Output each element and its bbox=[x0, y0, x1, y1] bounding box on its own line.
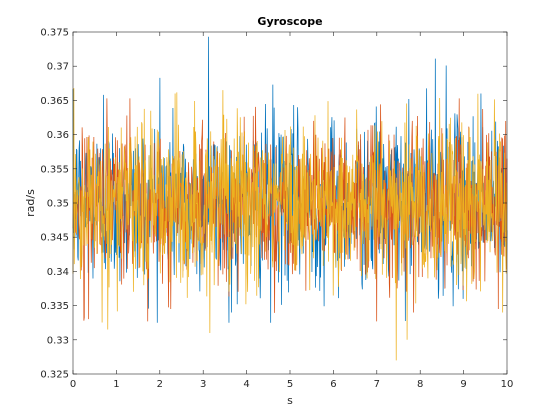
x-axis-label: s bbox=[287, 394, 293, 407]
x-tick-label: 6 bbox=[330, 379, 336, 390]
x-tick-label: 3 bbox=[200, 379, 206, 390]
y-tick-label: 0.365 bbox=[40, 96, 69, 107]
series-layer bbox=[72, 36, 508, 361]
x-tick-label: 2 bbox=[157, 379, 163, 390]
chart-title: Gyroscope bbox=[257, 15, 322, 28]
y-tick-label: 0.325 bbox=[40, 370, 69, 381]
x-tick-label: 9 bbox=[460, 379, 466, 390]
y-axis: 0.325 0.33 0.335 0.34 0.345 0.35 0.355 0.36 0.36… bbox=[40, 28, 507, 381]
y-tick-label: 0.335 bbox=[40, 301, 69, 312]
x-tick-label: 5 bbox=[287, 379, 293, 390]
y-tick-label: 0.355 bbox=[40, 164, 69, 175]
x-tick-label: 8 bbox=[417, 379, 423, 390]
y-axis-label: rad/s bbox=[24, 189, 37, 217]
x-axis: 0 1 2 3 4 5 6 7 8 9 10 bbox=[70, 32, 514, 390]
x-tick-label: 7 bbox=[374, 379, 380, 390]
y-tick-label: 0.375 bbox=[40, 28, 69, 39]
y-tick-label: 0.33 bbox=[47, 335, 69, 346]
x-tick-label: 4 bbox=[243, 379, 249, 390]
x-tick-label: 1 bbox=[113, 379, 119, 390]
y-tick-label: 0.35 bbox=[47, 199, 69, 210]
gyroscope-series-3 bbox=[72, 88, 508, 361]
y-tick-label: 0.34 bbox=[47, 267, 69, 278]
x-tick-label: 0 bbox=[70, 379, 76, 390]
y-tick-label: 0.345 bbox=[40, 233, 69, 244]
x-tick-label: 10 bbox=[501, 379, 514, 390]
y-tick-label: 0.37 bbox=[47, 62, 69, 73]
y-tick-label: 0.36 bbox=[47, 130, 69, 141]
